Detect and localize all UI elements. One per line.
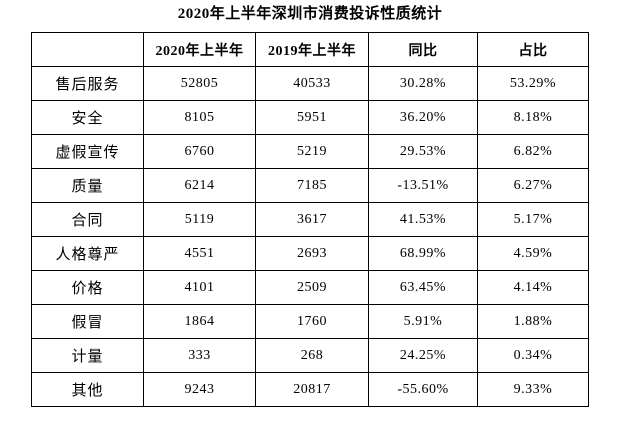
value-2020: 1864 bbox=[143, 304, 256, 339]
table-row: 其他 9243 20817 -55.60% 9.33% bbox=[31, 372, 589, 407]
table-title: 2020年上半年深圳市消费投诉性质统计 bbox=[177, 6, 443, 22]
value-share: 6.82% bbox=[477, 134, 589, 169]
value-2019: 20817 bbox=[255, 372, 369, 407]
value-2020: 5119 bbox=[143, 202, 256, 237]
row-label: 价格 bbox=[31, 270, 144, 305]
row-label: 售后服务 bbox=[31, 66, 144, 101]
value-2020: 4551 bbox=[143, 236, 256, 271]
value-share: 6.27% bbox=[477, 168, 589, 203]
table-body: 售后服务 52805 40533 30.28% 53.29% 安全 8105 5… bbox=[31, 66, 589, 407]
header-row: 2020年上半年 2019年上半年 同比 占比 bbox=[31, 32, 589, 67]
row-label: 假冒 bbox=[31, 304, 144, 339]
row-label: 虚假宣传 bbox=[31, 134, 144, 169]
value-2019: 268 bbox=[255, 338, 369, 373]
value-yoy: 5.91% bbox=[368, 304, 478, 339]
value-yoy: -13.51% bbox=[368, 168, 478, 203]
column-header-yoy: 同比 bbox=[368, 32, 478, 67]
value-share: 9.33% bbox=[477, 372, 589, 407]
table-header: 2020年上半年 2019年上半年 同比 占比 bbox=[31, 32, 589, 67]
value-yoy: 36.20% bbox=[368, 100, 478, 135]
value-share: 8.18% bbox=[477, 100, 589, 135]
row-label: 其他 bbox=[31, 372, 144, 407]
row-label: 计量 bbox=[31, 338, 144, 373]
column-header-2019: 2019年上半年 bbox=[255, 32, 369, 67]
row-label: 合同 bbox=[31, 202, 144, 237]
value-2019: 5951 bbox=[255, 100, 369, 135]
value-2020: 6214 bbox=[143, 168, 256, 203]
row-label: 质量 bbox=[31, 168, 144, 203]
value-2019: 2509 bbox=[255, 270, 369, 305]
table-row: 假冒 1864 1760 5.91% 1.88% bbox=[31, 304, 589, 339]
value-2020: 6760 bbox=[143, 134, 256, 169]
value-2020: 52805 bbox=[143, 66, 256, 101]
value-share: 5.17% bbox=[477, 202, 589, 237]
value-2020: 4101 bbox=[143, 270, 256, 305]
table-row: 虚假宣传 6760 5219 29.53% 6.82% bbox=[31, 134, 589, 169]
complaints-stats-table: 2020年上半年 2019年上半年 同比 占比 售后服务 52805 40533… bbox=[31, 32, 589, 407]
value-yoy: -55.60% bbox=[368, 372, 478, 407]
row-label: 人格尊严 bbox=[31, 236, 144, 271]
row-label: 安全 bbox=[31, 100, 144, 135]
column-header-2020: 2020年上半年 bbox=[143, 32, 256, 67]
value-2019: 5219 bbox=[255, 134, 369, 169]
table-row: 安全 8105 5951 36.20% 8.18% bbox=[31, 100, 589, 135]
table-row: 计量 333 268 24.25% 0.34% bbox=[31, 338, 589, 373]
value-2019: 1760 bbox=[255, 304, 369, 339]
value-share: 53.29% bbox=[477, 66, 589, 101]
value-share: 4.59% bbox=[477, 236, 589, 271]
value-2019: 2693 bbox=[255, 236, 369, 271]
value-2020: 9243 bbox=[143, 372, 256, 407]
table-row: 人格尊严 4551 2693 68.99% 4.59% bbox=[31, 236, 589, 271]
value-share: 4.14% bbox=[477, 270, 589, 305]
value-yoy: 29.53% bbox=[368, 134, 478, 169]
table-row: 质量 6214 7185 -13.51% 6.27% bbox=[31, 168, 589, 203]
value-yoy: 63.45% bbox=[368, 270, 478, 305]
value-share: 1.88% bbox=[477, 304, 589, 339]
value-yoy: 24.25% bbox=[368, 338, 478, 373]
value-2019: 7185 bbox=[255, 168, 369, 203]
table-row: 合同 5119 3617 41.53% 5.17% bbox=[31, 202, 589, 237]
table-row: 售后服务 52805 40533 30.28% 53.29% bbox=[31, 66, 589, 101]
value-2020: 8105 bbox=[143, 100, 256, 135]
value-yoy: 68.99% bbox=[368, 236, 478, 271]
value-yoy: 30.28% bbox=[368, 66, 478, 101]
column-header-blank bbox=[31, 32, 144, 67]
table-row: 价格 4101 2509 63.45% 4.14% bbox=[31, 270, 589, 305]
value-2020: 333 bbox=[143, 338, 256, 373]
value-yoy: 41.53% bbox=[368, 202, 478, 237]
value-2019: 40533 bbox=[255, 66, 369, 101]
value-share: 0.34% bbox=[477, 338, 589, 373]
column-header-share: 占比 bbox=[477, 32, 589, 67]
value-2019: 3617 bbox=[255, 202, 369, 237]
